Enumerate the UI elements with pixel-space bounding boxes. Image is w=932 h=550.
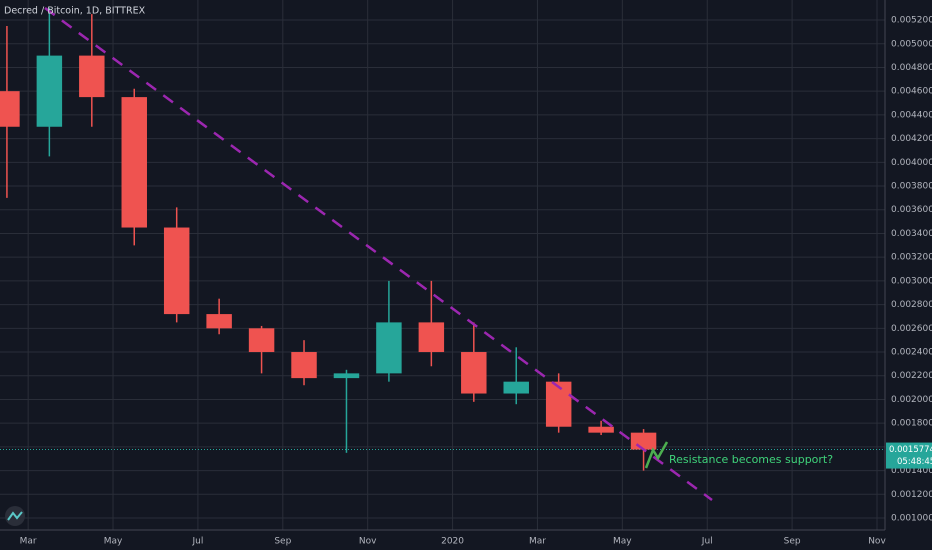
- arrow-drawing: [644, 441, 669, 469]
- last-price-label: 0.00157742: [889, 445, 932, 455]
- candle-body: [461, 352, 487, 394]
- y-tick-label: 0.00320000: [891, 253, 932, 263]
- axes: 0.001000000.001200000.001400000.00160000…: [20, 16, 932, 547]
- y-tick-label: 0.00380000: [891, 182, 932, 192]
- candle-body: [588, 426, 614, 433]
- grid: [0, 0, 885, 530]
- y-tick-label: 0.00280000: [891, 300, 932, 310]
- candle-body: [333, 373, 360, 379]
- candle-body: [206, 314, 232, 329]
- y-tick-label: 0.00120000: [891, 490, 932, 500]
- y-tick-label: 0.00440000: [891, 110, 932, 120]
- candle-body: [79, 55, 105, 98]
- x-tick-label: Nov: [359, 537, 377, 547]
- y-tick-label: 0.00220000: [891, 371, 932, 381]
- x-tick-label: Jul: [191, 537, 203, 547]
- candle-body: [291, 352, 317, 379]
- price-label-bg: [886, 442, 932, 469]
- x-tick-label: Sep: [784, 537, 801, 547]
- x-tick-label: 2020: [441, 537, 464, 547]
- x-tick-label: Mar: [20, 537, 37, 547]
- x-tick-label: May: [613, 537, 632, 547]
- y-tick-label: 0.00480000: [891, 63, 932, 73]
- candle-body: [630, 432, 657, 450]
- y-tick-label: 0.00460000: [891, 87, 932, 97]
- x-tick-label: May: [104, 537, 123, 547]
- candle-body: [545, 381, 572, 427]
- candle-body: [163, 227, 190, 315]
- candle-body: [418, 322, 445, 353]
- annotation: Resistance becomes support?: [669, 453, 833, 466]
- y-tick-label: 0.00360000: [891, 205, 932, 215]
- y-tick-label: 0.00400000: [891, 158, 932, 168]
- x-tick-label: Nov: [868, 537, 886, 547]
- y-tick-label: 0.00520000: [891, 16, 932, 26]
- y-tick-label: 0.00340000: [891, 229, 932, 239]
- countdown-label: 05:48:45: [897, 457, 932, 467]
- candle-body: [0, 91, 20, 127]
- logo: [5, 506, 25, 526]
- y-tick-label: 0.00200000: [891, 395, 932, 405]
- y-tick-label: 0.00420000: [891, 134, 932, 144]
- y-tick-label: 0.00140000: [891, 466, 932, 476]
- y-tick-label: 0.00100000: [891, 514, 932, 524]
- chart-title: Decred / Bitcoin, 1D, BITTREX: [4, 6, 146, 17]
- candles: [0, 8, 657, 471]
- y-tick-label: 0.00180000: [891, 419, 932, 429]
- y-tick-label: 0.00260000: [891, 324, 932, 334]
- x-tick-label: Jul: [701, 537, 713, 547]
- candle-body: [376, 322, 402, 374]
- y-tick-label: 0.00500000: [891, 39, 932, 49]
- x-tick-label: Sep: [274, 537, 291, 547]
- candle-body: [248, 328, 275, 353]
- candle-body: [36, 55, 63, 127]
- candle-body: [121, 97, 147, 228]
- x-tick-label: Mar: [529, 537, 546, 547]
- y-tick-label: 0.00240000: [891, 348, 932, 358]
- candle-body: [503, 381, 529, 394]
- y-tick-label: 0.00300000: [891, 276, 932, 286]
- trend-line: [44, 6, 713, 502]
